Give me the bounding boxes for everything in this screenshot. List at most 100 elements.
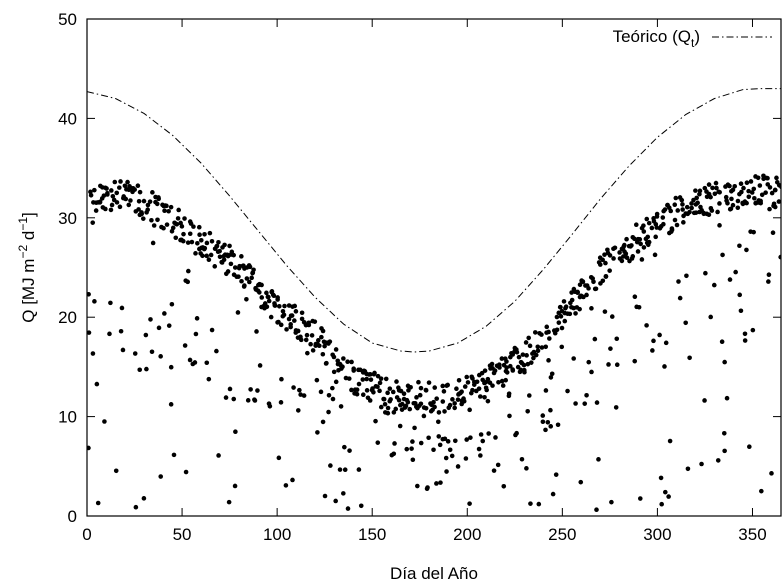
x-tick-label: 150: [358, 525, 386, 544]
data-point: [772, 187, 778, 193]
data-point: [527, 393, 532, 398]
data-point: [737, 243, 742, 249]
plot-area: [87, 88, 781, 513]
data-point: [500, 383, 506, 388]
data-point: [535, 344, 541, 350]
data-point: [259, 282, 264, 288]
data-point: [297, 387, 302, 393]
data-point: [717, 223, 722, 228]
data-point: [738, 308, 744, 314]
data-point: [559, 325, 565, 331]
data-point: [520, 352, 526, 357]
data-point: [450, 397, 455, 402]
data-point: [425, 485, 430, 490]
data-point: [546, 358, 551, 363]
data-point: [438, 480, 443, 485]
data-point: [669, 226, 675, 231]
data-point: [356, 467, 362, 472]
data-point: [396, 385, 401, 391]
data-point: [603, 260, 608, 266]
data-point: [367, 398, 373, 403]
data-point: [251, 267, 256, 273]
data-point: [653, 234, 658, 240]
data-point: [759, 192, 765, 198]
data-point: [431, 399, 436, 405]
data-point: [145, 202, 151, 208]
data-point: [470, 376, 475, 381]
data-point: [751, 229, 756, 235]
data-point: [632, 294, 638, 300]
data-point: [619, 258, 625, 264]
data-point: [652, 252, 658, 258]
data-point: [646, 239, 652, 245]
data-point: [149, 349, 155, 355]
data-point: [417, 392, 423, 398]
data-point: [751, 186, 757, 192]
data-point: [525, 361, 531, 367]
data-point: [151, 223, 157, 228]
data-point: [523, 340, 529, 345]
data-point: [548, 375, 554, 380]
data-point: [687, 209, 692, 215]
data-point: [645, 234, 651, 240]
data-point: [388, 397, 393, 402]
data-point: [114, 190, 120, 196]
data-point: [212, 264, 218, 269]
data-point: [345, 359, 350, 365]
data-point: [158, 354, 163, 359]
data-point: [636, 304, 642, 310]
data-point: [617, 250, 622, 255]
data-point: [272, 303, 278, 308]
data-point: [312, 319, 318, 324]
data-point: [484, 387, 489, 393]
data-point: [310, 348, 316, 353]
data-point: [462, 384, 468, 389]
data-point: [765, 175, 770, 181]
data-point: [268, 314, 274, 320]
data-point: [490, 383, 495, 388]
data-point: [606, 362, 611, 367]
data-point: [706, 182, 712, 187]
data-point: [97, 199, 103, 205]
data-point: [709, 208, 715, 213]
data-point: [539, 345, 545, 350]
data-point: [125, 179, 130, 185]
data-point: [182, 343, 188, 348]
data-point: [539, 332, 544, 337]
data-point: [275, 297, 280, 302]
data-point: [695, 200, 700, 206]
data-point: [394, 379, 399, 384]
data-point: [442, 436, 448, 442]
data-point: [482, 368, 488, 373]
data-point: [611, 256, 616, 261]
data-point: [641, 229, 647, 234]
data-point: [555, 422, 561, 428]
data-point: [349, 387, 354, 393]
data-point: [694, 195, 699, 201]
data-point: [169, 301, 175, 307]
data-point: [308, 341, 313, 347]
data-point: [397, 423, 403, 429]
data-point: [624, 236, 629, 242]
data-point: [735, 198, 741, 204]
data-point: [276, 319, 281, 325]
data-point: [607, 253, 613, 258]
data-point: [398, 388, 404, 394]
data-point: [93, 208, 99, 213]
data-point: [185, 279, 191, 285]
data-point: [711, 282, 717, 288]
data-point: [247, 264, 253, 270]
data-point: [492, 368, 498, 373]
data-point: [193, 251, 198, 256]
data-point: [330, 385, 335, 391]
data-point: [467, 501, 472, 506]
data-point: [444, 469, 449, 474]
data-point: [393, 406, 399, 412]
data-point: [128, 198, 133, 203]
data-point: [445, 439, 451, 444]
data-point: [467, 407, 472, 413]
data-point: [519, 456, 525, 462]
data-point: [544, 324, 550, 330]
data-point: [733, 269, 738, 275]
data-point: [232, 265, 238, 270]
